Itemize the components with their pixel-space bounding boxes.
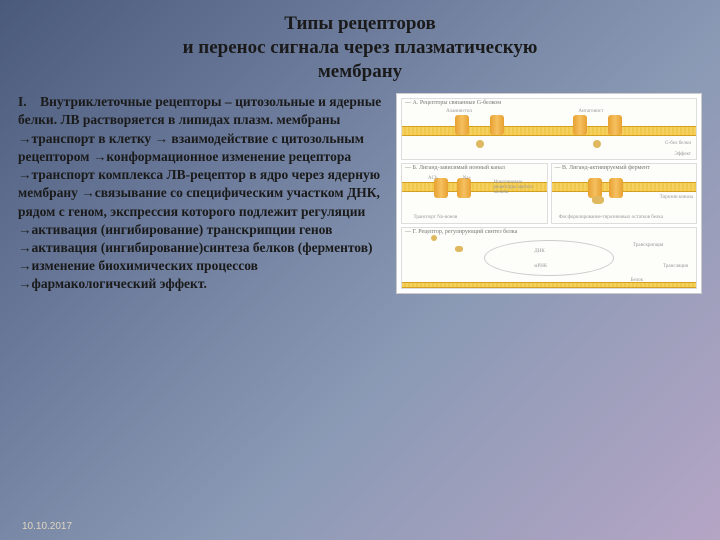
panel-d-label: — Г. Рецептор, регулирующий синтез белка [405,229,517,235]
panel-a: — А. Рецепторы связанные G-белком Аланин… [401,98,697,159]
receptor-icon [455,246,463,252]
membrane-icon [402,126,696,136]
label-tyrosine: Тирозин киназа [660,195,693,200]
label-ach: ACh [428,176,437,181]
label-mrna: мРНК [534,264,547,269]
section-number: I. [18,94,27,109]
panel-c: — В. Лиганд-активируемый фермент Тирозин… [551,163,698,224]
panel-b: — Б. Лиганд-зависимый ионный канал ACh N… [401,163,548,224]
enzyme-icon [609,178,623,198]
panel-a-label: — А. Рецепторы связанные G-белком [405,100,501,106]
section-body: цитозольные и ядерные белки. ЛВ растворя… [18,94,381,291]
protein-icon [455,115,469,135]
g-protein-icon [593,140,601,148]
label-antagonist: Антагонист [578,109,603,114]
kinase-icon [592,196,604,204]
membrane-icon [552,182,697,192]
enzyme-icon [588,178,602,198]
label-phospho: Фосфорилирование-тирозиновых остатков бе… [559,215,689,220]
label-transport: Транспорт Na-ионов [414,215,458,220]
text-column: I. Внутриклеточные рецепторы – цитозольн… [18,93,388,293]
label-effect: Эффект [674,152,691,157]
panel-b-label: — Б. Лиганд-зависимый ионный канал [405,165,505,171]
protein-icon [608,115,622,135]
channel-icon [434,178,448,198]
label-nicotinic: Никотиновые рецепторы ацетил-холина [494,180,544,195]
section-heading: Внутриклеточные рецепторы – [40,94,232,109]
g-protein-icon [476,140,484,148]
protein-icon [490,115,504,135]
channel-icon [457,178,471,198]
panel-c-label: — В. Лиганд-активируемый фермент [555,165,650,171]
title-line-1: Типы рецепторов [18,12,702,36]
content-row: I. Внутриклеточные рецепторы – цитозольн… [18,93,702,293]
label-translation: Трансляция [663,264,688,269]
section-text: I. Внутриклеточные рецепторы – цитозольн… [18,93,388,293]
protein-icon [573,115,587,135]
diagram-column: — А. Рецепторы связанные G-белком Аланин… [396,93,702,293]
label-dna: ДНК [534,249,544,254]
slide-date: 10.10.2017 [22,521,72,532]
label-agonist: Аланинстил [446,109,472,114]
label-gprotein: G-бел белки [665,141,691,146]
slide: Типы рецепторов и перенос сигнала через … [0,0,720,540]
membrane-icon [402,282,696,288]
label-transcription: Транскрипция [633,243,688,248]
title-line-3: мембрану [18,60,702,84]
ligand-icon [431,235,437,241]
title-line-2: и перенос сигнала через плазматическую [18,36,702,60]
nucleus-icon [484,240,613,276]
slide-title: Типы рецепторов и перенос сигнала через … [18,12,702,83]
label-na: Na+ [463,176,472,181]
panel-d: — Г. Рецептор, регулирующий синтез белка… [401,227,697,288]
